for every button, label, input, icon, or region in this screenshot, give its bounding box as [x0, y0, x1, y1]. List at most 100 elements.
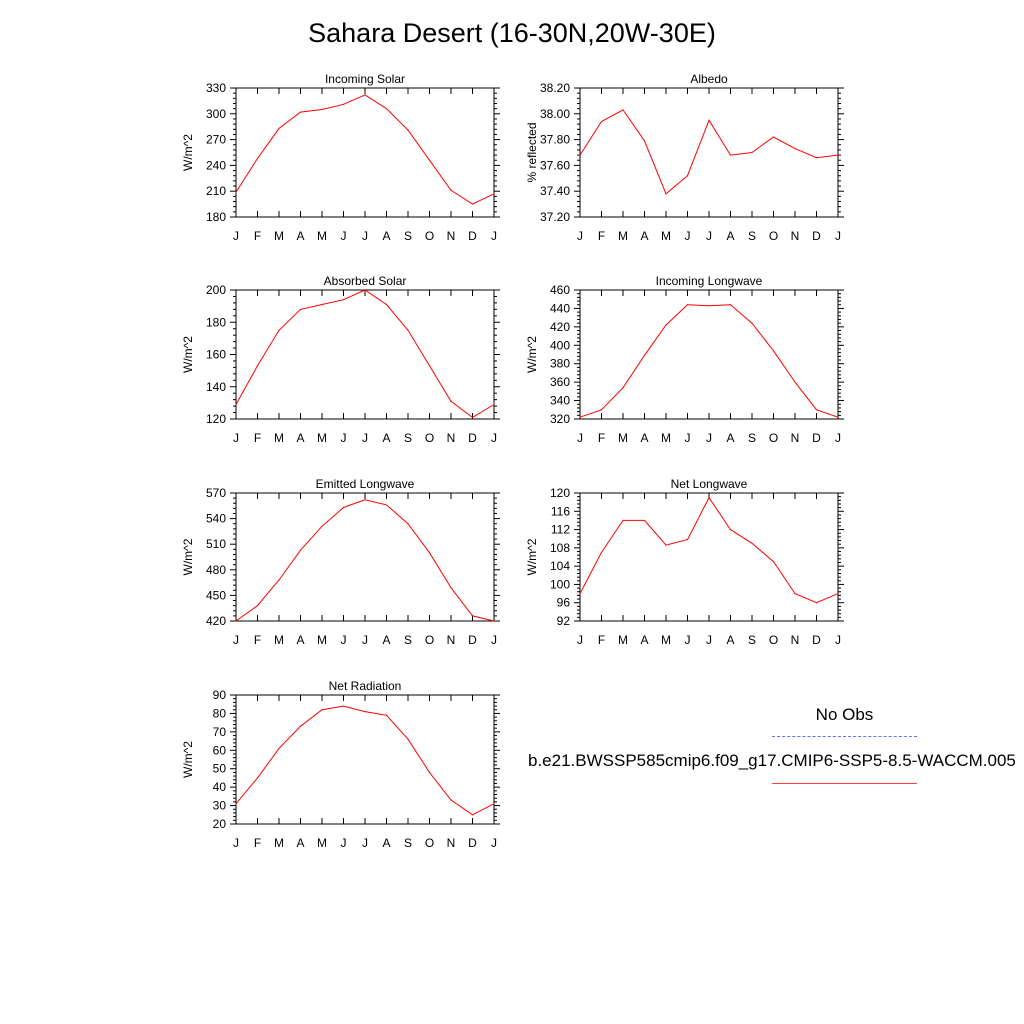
chart-2-xtick-label: J	[362, 431, 368, 445]
chart-3-data-point	[729, 304, 732, 306]
chart-0-xtick-label: J	[233, 229, 239, 243]
chart-5-data-point	[837, 592, 839, 595]
chart-6-xtick-label: J	[362, 836, 368, 850]
chart-1-data-point	[579, 154, 581, 156]
chart-0-data-point	[428, 159, 431, 161]
chart-2-series-line	[235, 289, 495, 419]
chart-3-data-point	[579, 416, 581, 418]
chart-6-xtick-label: N	[447, 836, 456, 850]
chart-6-series-line	[235, 705, 495, 816]
chart-3-data-point	[600, 409, 603, 411]
chart-6-ytick-label: 40	[213, 780, 227, 794]
chart-6-xtick-label: M	[317, 836, 327, 850]
chart-4-xtick-label: D	[468, 633, 477, 647]
chart-0-ytick-label: 180	[206, 210, 226, 224]
chart-1-xtick-label: J	[577, 229, 583, 243]
chart-3-data-point	[708, 305, 710, 307]
chart-3-ytick-label: 320	[550, 412, 570, 426]
chart-0-xtick-label: O	[425, 229, 434, 243]
chart-4-data-point	[428, 552, 431, 554]
chart-5-xtick-label: M	[661, 633, 671, 647]
chart-2-data-point	[299, 308, 302, 310]
chart-1-data-point	[751, 151, 753, 154]
chart-5-xtick-label: O	[769, 633, 778, 647]
chart-3-data-point	[686, 304, 689, 306]
chart-1-xtick-label: M	[618, 229, 628, 243]
chart-5-ytick-label: 92	[557, 614, 571, 628]
chart-1-xtick-label: J	[835, 229, 841, 243]
chart-0-frame	[235, 87, 495, 218]
chart-1-xtick-label: A	[640, 229, 648, 243]
chart-2-data-point	[407, 329, 409, 331]
chart-3-data-point	[772, 350, 775, 352]
chart-5-xtick-label: J	[577, 633, 583, 647]
chart-4-data-point	[278, 579, 280, 581]
chart-6-title: Net Radiation	[329, 679, 402, 693]
chart-4-xtick-label: A	[382, 633, 390, 647]
chart-2-xtick-label: S	[404, 431, 412, 445]
chart-1-xtick-label: D	[812, 229, 821, 243]
chart-2-xtick-label: M	[274, 431, 284, 445]
chart-6-frame	[235, 694, 495, 825]
chart-0-xtick-label: S	[404, 229, 412, 243]
chart-3-ytick-label: 340	[550, 394, 570, 408]
chart-6-data-point	[256, 777, 259, 779]
chart-4-ytick-label: 480	[206, 563, 226, 577]
legend-model-label: b.e21.BWSSP585cmip6.f09_g17.CMIP6-SSP5-8…	[528, 751, 1016, 770]
chart-6-ytick-label: 90	[213, 688, 227, 702]
chart-1-data-point	[665, 193, 667, 195]
chart-2-xtick-label: M	[317, 431, 327, 445]
chart-3-data-point	[622, 387, 624, 389]
chart-0-xtick-label: D	[468, 229, 477, 243]
chart-0-ytick-label: 270	[206, 133, 226, 147]
chart-1-data-point	[708, 119, 710, 121]
chart-2-ytick-label: 180	[206, 315, 226, 329]
chart-0-xtick-label: N	[447, 229, 456, 243]
chart-4-xtick-label: J	[362, 633, 368, 647]
chart-2-data-point	[256, 365, 259, 367]
chart-0-series-line	[235, 94, 495, 205]
legend-no-obs-line	[772, 736, 917, 737]
chart-6-data-point	[471, 814, 474, 816]
chart-3-data-point	[643, 354, 646, 357]
chart-0-ytick-label: 330	[206, 81, 226, 95]
chart-5-ytick-label: 96	[557, 596, 571, 610]
chart-2-xtick-label: A	[382, 431, 390, 445]
chart-1-data-point	[837, 154, 839, 156]
chart-4-xtick-label: J	[491, 633, 497, 647]
chart-1-xtick-label: M	[661, 229, 671, 243]
chart-0-xtick-label: J	[362, 229, 368, 243]
chart-2-ylabel: W/m^2	[181, 336, 195, 373]
chart-4-frame	[235, 492, 495, 622]
chart-6-ytick-label: 30	[213, 799, 227, 813]
chart-2-data-point	[364, 289, 366, 291]
chart-5-ytick-label: 104	[550, 559, 570, 573]
chart-5-data-point	[729, 528, 732, 531]
chart-2-frame	[235, 289, 495, 420]
chart-6-xtick-label: D	[468, 836, 477, 850]
chart-0-ytick-label: 300	[206, 107, 226, 121]
chart-1-xtick-label: J	[685, 229, 691, 243]
chart-0-data-point	[385, 108, 388, 110]
chart-1-data-point	[622, 109, 624, 111]
chart-6-xtick-label: J	[491, 836, 497, 850]
chart-5-xtick-label: S	[748, 633, 756, 647]
chart-1-data-point	[686, 175, 689, 177]
chart-2-data-point	[471, 416, 474, 418]
chart-3-xtick-label: O	[769, 431, 778, 445]
chart-6-xtick-label: A	[296, 836, 304, 850]
chart-6-data-point	[321, 709, 323, 711]
chart-5-xtick-label: A	[640, 633, 648, 647]
chart-1-xtick-label: J	[706, 229, 712, 243]
chart-5-xtick-label: N	[791, 633, 800, 647]
chart-3-data-point	[665, 324, 667, 326]
chart-4-data-point	[493, 620, 495, 622]
chart-0-data-point	[450, 189, 452, 191]
chart-5-data-point	[665, 544, 667, 546]
chart-2-xtick-label: O	[425, 431, 434, 445]
chart-0-title: Incoming Solar	[325, 72, 405, 86]
chart-2-ytick-label: 160	[206, 348, 226, 362]
chart-3-xtick-label: S	[748, 431, 756, 445]
chart-6-ylabel: W/m^2	[181, 741, 195, 778]
